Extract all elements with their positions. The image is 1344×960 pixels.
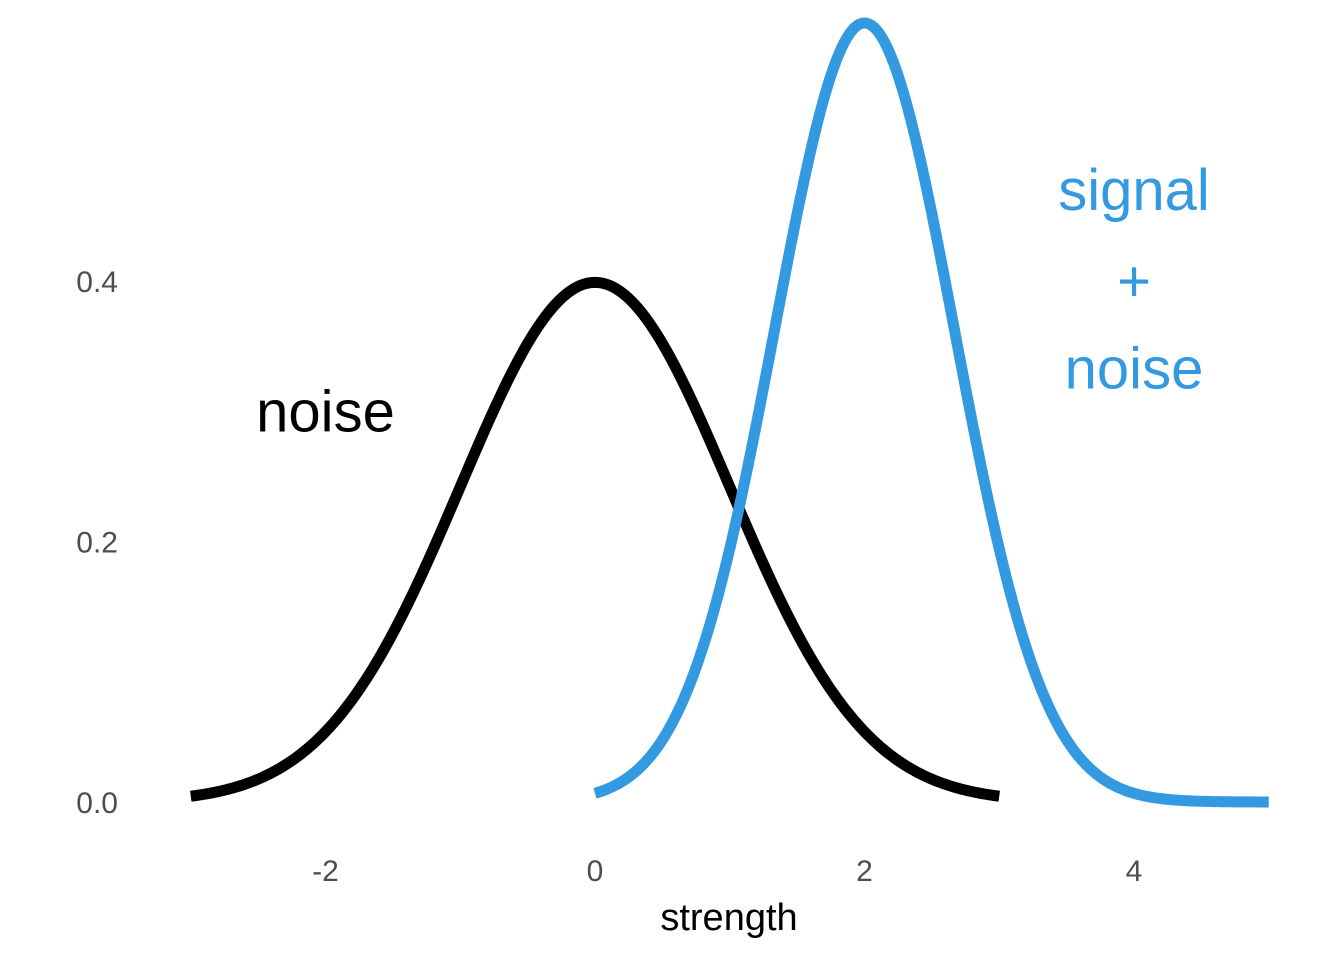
y-axis-tick-labels: 0.0 0.2 0.4 xyxy=(76,266,118,820)
y-tick-label: 0.2 xyxy=(76,527,118,560)
x-axis-title: strength xyxy=(660,897,797,939)
series-line-2 xyxy=(591,17,1272,808)
x-tick-label: 4 xyxy=(1126,855,1143,888)
x-tick-label: 0 xyxy=(587,855,604,888)
y-tick-label: 0.0 xyxy=(76,787,118,820)
annotation-label-2: signal xyxy=(1058,158,1210,223)
annotation-label-3: + xyxy=(1117,249,1151,314)
x-tick-label: 2 xyxy=(856,855,873,888)
annotation-label-4: noise xyxy=(1065,336,1204,401)
y-tick-label: 0.4 xyxy=(76,266,118,299)
x-tick-label: -2 xyxy=(312,855,339,888)
annotations: noise signal + noise xyxy=(256,158,1210,444)
annotation-label-1: noise xyxy=(256,379,395,444)
series-line-1 xyxy=(187,276,1003,802)
plot-area xyxy=(187,17,1272,808)
x-axis-tick-labels: -2 0 2 4 xyxy=(312,855,1142,888)
